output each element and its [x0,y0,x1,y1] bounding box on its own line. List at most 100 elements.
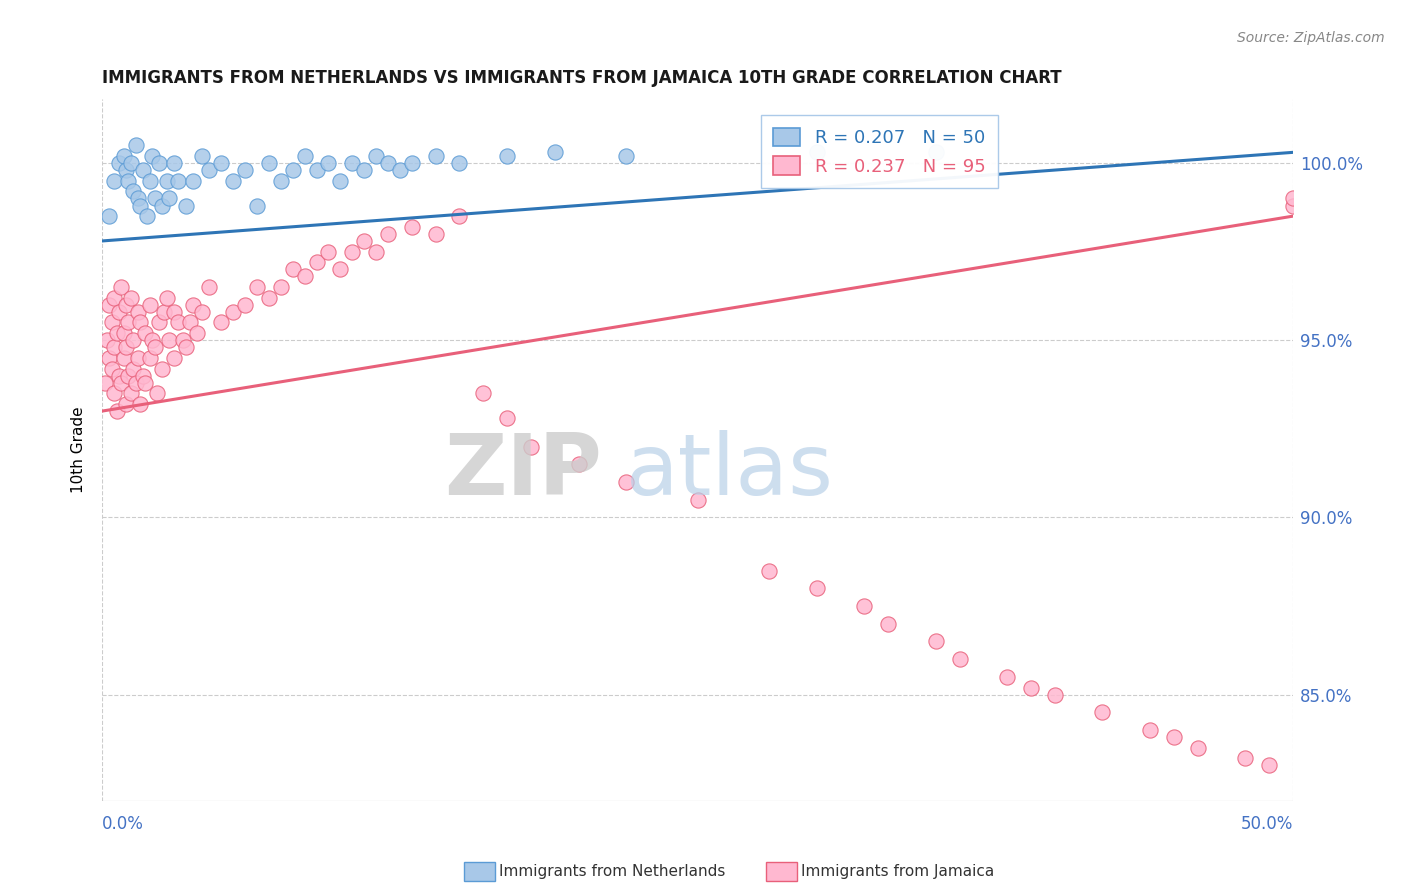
Point [117,316,139,330]
Point [329,174,352,188]
Point [449,156,471,170]
Point [257,291,280,305]
Point [686,492,709,507]
Point [146,386,169,401]
Legend: R = 0.207   N = 50, R = 0.237   N = 95: R = 0.207 N = 50, R = 0.237 N = 95 [761,115,998,188]
Point [100,316,122,330]
Point [136,209,159,223]
Point [1019,681,1042,695]
Point [155,291,177,305]
Point [120,291,142,305]
Point [318,244,340,259]
Point [1234,751,1257,765]
Text: atlas: atlas [626,430,834,513]
Point [401,156,423,170]
Text: 50.0%: 50.0% [1240,815,1294,833]
Point [270,174,292,188]
Text: Source: ZipAtlas.com: Source: ZipAtlas.com [1237,31,1385,45]
Point [150,361,173,376]
Point [305,255,328,269]
Point [233,163,256,178]
Point [377,227,399,241]
Point [163,156,186,170]
Point [163,351,186,365]
Point [342,156,364,170]
Point [103,386,125,401]
Point [246,280,269,294]
Point [139,298,162,312]
Point [544,145,567,160]
Point [108,156,131,170]
Point [425,227,447,241]
Point [1163,730,1185,744]
Point [806,145,828,160]
Point [1282,191,1305,205]
Point [364,149,387,163]
Point [143,191,166,205]
Point [294,149,316,163]
Point [270,280,292,294]
Point [112,326,135,340]
Point [520,440,543,454]
Point [167,316,190,330]
Point [157,333,180,347]
Point [198,163,221,178]
Point [141,149,163,163]
Point [925,145,948,160]
Point [222,174,245,188]
Point [120,386,142,401]
Point [103,291,125,305]
Point [157,191,180,205]
Point [342,244,364,259]
Point [853,599,876,613]
Point [127,351,149,365]
Point [329,262,352,277]
Point [115,397,138,411]
Point [148,156,170,170]
Point [198,280,221,294]
Point [209,156,232,170]
Point [1282,198,1305,212]
Point [108,368,131,383]
Point [995,670,1018,684]
Point [614,475,637,489]
Point [134,376,156,390]
Point [103,174,125,188]
Point [191,305,214,319]
Point [401,219,423,234]
Point [948,652,970,666]
Point [425,149,447,163]
Point [186,326,208,340]
Point [98,298,121,312]
Point [129,316,152,330]
Point [122,185,145,199]
Point [108,305,131,319]
Point [233,298,256,312]
Point [139,174,162,188]
Point [281,163,304,178]
Point [115,298,138,312]
Point [150,198,173,212]
Point [103,340,125,354]
Point [115,163,138,178]
Point [806,582,828,596]
Point [353,163,375,178]
Text: IMMIGRANTS FROM NETHERLANDS VS IMMIGRANTS FROM JAMAICA 10TH GRADE CORRELATION CH: IMMIGRANTS FROM NETHERLANDS VS IMMIGRANT… [103,69,1062,87]
Point [96,333,118,347]
Point [1139,723,1161,737]
Point [294,269,316,284]
Point [614,149,637,163]
Point [105,326,128,340]
Point [117,368,139,383]
Point [353,234,375,248]
Point [93,376,115,390]
Point [139,351,162,365]
Point [449,209,471,223]
Point [167,174,190,188]
Point [877,616,900,631]
Point [98,209,121,223]
Point [122,333,145,347]
Text: ZIP: ZIP [444,430,602,513]
Point [153,305,176,319]
Text: 0.0%: 0.0% [103,815,143,833]
